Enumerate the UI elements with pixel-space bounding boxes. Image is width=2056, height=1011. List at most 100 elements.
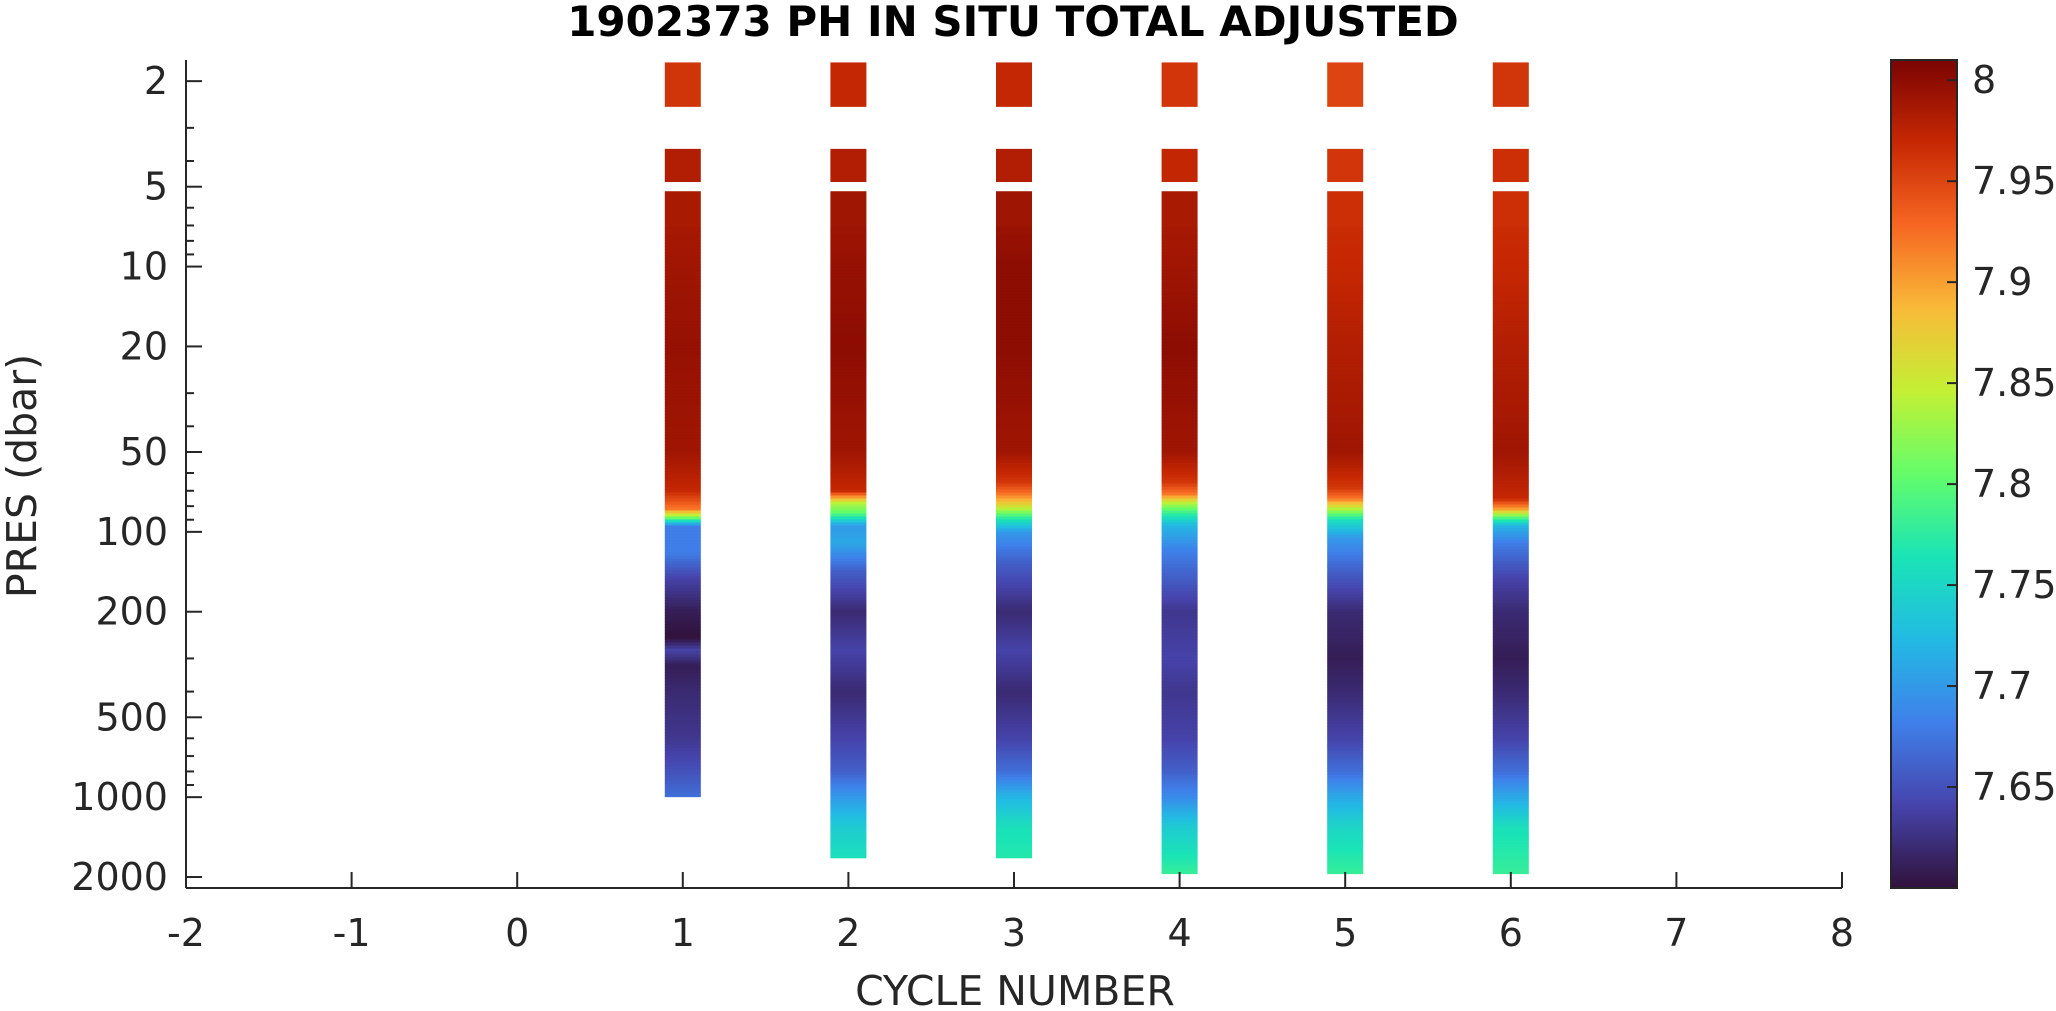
profile-cell <box>996 708 1032 712</box>
profile-cell <box>664 543 701 547</box>
profile-cell <box>996 585 1032 589</box>
profile-cell <box>830 678 867 682</box>
profile-cell <box>1492 711 1529 715</box>
profile-cell <box>996 306 1032 310</box>
profile-cell <box>830 531 867 535</box>
profile-cell <box>1161 471 1198 475</box>
profile-cell <box>1327 390 1364 394</box>
profile-cell <box>996 564 1032 568</box>
profile-cell <box>1492 705 1529 709</box>
profile-cell <box>996 519 1032 523</box>
profile-cell <box>1327 684 1364 688</box>
profile-cell <box>1327 729 1364 733</box>
profile-cell <box>996 822 1032 826</box>
profile-cell <box>1327 735 1364 739</box>
profile-cell <box>664 549 701 553</box>
profile-cell <box>1492 561 1529 565</box>
profile-cell <box>1161 279 1198 283</box>
profile-cell <box>996 768 1032 772</box>
profile-cell <box>1161 810 1198 814</box>
profiles-layer <box>664 62 1529 875</box>
profile-cell <box>1161 567 1198 571</box>
profile-cell <box>1161 486 1198 490</box>
profile-cell <box>1161 759 1198 763</box>
profile-cell <box>1492 285 1529 289</box>
profile-cell <box>1161 249 1198 253</box>
profile-cell <box>1327 576 1364 580</box>
profile-cell <box>1161 684 1198 688</box>
profile-cell <box>830 468 867 472</box>
profile-cell <box>1492 423 1529 427</box>
profile-cell <box>664 744 701 748</box>
profile-cell <box>664 258 701 262</box>
profile-cell <box>1327 720 1364 724</box>
profile-cell <box>664 714 701 718</box>
profile-cell <box>996 396 1032 400</box>
profile-cell <box>996 315 1032 319</box>
profile-cell <box>664 330 701 334</box>
profile-cell <box>1492 645 1529 649</box>
profile-cell <box>830 708 867 712</box>
profile-cell <box>1492 255 1529 259</box>
profile-cell <box>664 582 701 586</box>
profile-cell <box>830 225 867 229</box>
profile-cell <box>1492 570 1529 574</box>
profile-cell <box>1327 717 1364 721</box>
profile-cell <box>664 510 701 514</box>
profile-cell <box>830 825 867 829</box>
profile-cell <box>1492 729 1529 733</box>
profile-cell <box>664 555 701 559</box>
profile-cell <box>996 699 1032 703</box>
profile-cell <box>1327 582 1364 586</box>
profile-cell <box>664 345 701 349</box>
profile-cell <box>664 390 701 394</box>
profile-cell <box>1492 660 1529 664</box>
y-tick-label: 100 <box>95 510 168 554</box>
profile-cell <box>1161 270 1198 274</box>
profile-cell <box>1492 375 1529 379</box>
profile-cell <box>1492 336 1529 340</box>
profile-cell <box>1327 843 1364 847</box>
profile-cell <box>996 723 1032 727</box>
profile-cell <box>996 357 1032 361</box>
profile-cell <box>1492 774 1529 778</box>
profile-cell <box>1327 327 1364 331</box>
profile-cell <box>1327 318 1364 322</box>
profile-cell <box>1161 849 1198 853</box>
profile-cell <box>830 786 867 790</box>
profile-cell <box>996 417 1032 421</box>
profile-cell <box>1492 684 1529 688</box>
profile-cell <box>1327 600 1364 604</box>
profile-cell <box>830 258 867 262</box>
profile-cell <box>830 423 867 427</box>
profile-cell <box>1327 558 1364 562</box>
profile-cell <box>1492 148 1529 183</box>
profile-cell <box>996 348 1032 352</box>
profile-cell <box>830 675 867 679</box>
profile-cell <box>664 681 701 685</box>
profile-cell <box>664 462 701 466</box>
profile-cell <box>1492 297 1529 301</box>
profile-cell <box>1492 516 1529 520</box>
profile-cell <box>996 540 1032 544</box>
profile-cell <box>830 315 867 319</box>
profile-cell <box>830 702 867 706</box>
profile-cell <box>664 372 701 376</box>
profile-cell <box>1327 537 1364 541</box>
profile-cell <box>996 813 1032 817</box>
profile-cell <box>996 234 1032 238</box>
profile-cell <box>1492 456 1529 460</box>
profile-cell <box>664 768 701 772</box>
profile-cell <box>664 426 701 430</box>
profile-cell <box>830 654 867 658</box>
profile-cell <box>1161 609 1198 613</box>
profile-cell <box>664 363 701 367</box>
profile-cell <box>996 753 1032 757</box>
profile-cell <box>664 558 701 562</box>
profile-cell <box>1327 612 1364 616</box>
profile-cell <box>996 606 1032 610</box>
profile-cell <box>664 732 701 736</box>
profile-cell <box>996 630 1032 634</box>
profile-cell <box>1492 864 1529 868</box>
profile-cell <box>1492 591 1529 595</box>
